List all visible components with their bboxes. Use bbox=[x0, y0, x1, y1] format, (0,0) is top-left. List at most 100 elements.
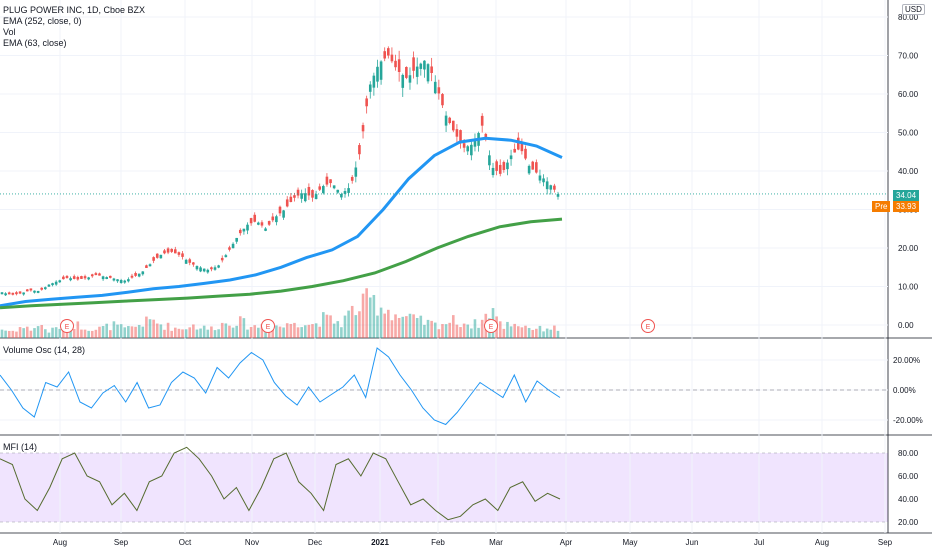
candle-body bbox=[40, 287, 44, 290]
volume-bar bbox=[480, 319, 484, 338]
candle-body bbox=[210, 267, 213, 270]
volume-bar bbox=[181, 329, 184, 338]
volume-bar bbox=[542, 331, 545, 338]
candle-body bbox=[159, 254, 163, 259]
candle-body bbox=[141, 271, 145, 275]
volume-bar bbox=[72, 329, 76, 338]
volume-bar bbox=[347, 310, 350, 338]
time-tick-label: Feb bbox=[431, 538, 445, 547]
volume-bar bbox=[455, 324, 459, 338]
candle-body bbox=[340, 194, 343, 198]
candle-body bbox=[293, 195, 296, 198]
volume-bar bbox=[253, 325, 257, 338]
candle-body bbox=[303, 193, 307, 202]
volume-bar bbox=[127, 326, 130, 338]
volume-bar bbox=[119, 324, 123, 338]
axis-layer: 80.0070.0060.0050.0040.0030.0020.0010.00… bbox=[53, 13, 923, 547]
candle-body bbox=[98, 273, 101, 276]
volume-bar bbox=[242, 318, 246, 338]
candle-body bbox=[347, 188, 350, 193]
volume-osc-label[interactable]: Volume Osc (14, 28) bbox=[3, 345, 86, 355]
candle-body bbox=[473, 140, 477, 147]
volume-bar bbox=[325, 314, 329, 338]
candle-body bbox=[553, 185, 556, 190]
currency-label[interactable]: USD bbox=[902, 4, 925, 15]
volume-bar bbox=[112, 321, 116, 338]
volume-bar bbox=[90, 330, 94, 338]
candle-body bbox=[448, 117, 451, 123]
volume-bar bbox=[192, 324, 195, 338]
volume-bar bbox=[412, 314, 415, 338]
candle-body bbox=[307, 186, 311, 196]
candle-body bbox=[109, 275, 112, 278]
candle-body bbox=[119, 280, 123, 283]
candle-body bbox=[466, 146, 470, 152]
candle-body bbox=[231, 243, 235, 249]
time-tick-label: Sep bbox=[114, 538, 129, 547]
mfi-tick-label: 60.00 bbox=[898, 472, 919, 481]
candle-body bbox=[394, 60, 397, 68]
volume-bar bbox=[18, 327, 22, 338]
candle-body bbox=[163, 250, 166, 254]
volume-bar bbox=[426, 319, 430, 338]
candle-body bbox=[415, 66, 419, 77]
volume-bar bbox=[80, 329, 83, 338]
pre-market-price-badge: 33.93 bbox=[893, 201, 920, 212]
volume-bar bbox=[311, 324, 314, 338]
volume-bar bbox=[210, 326, 213, 338]
volume-bar bbox=[466, 324, 470, 338]
candle-body bbox=[264, 228, 267, 231]
candle-body bbox=[184, 259, 188, 264]
mfi-tick-label: 80.00 bbox=[898, 449, 919, 458]
volume-bar bbox=[0, 329, 4, 338]
volume-bar bbox=[329, 315, 332, 338]
candle-body bbox=[535, 162, 538, 173]
candle-body bbox=[177, 252, 181, 255]
volume-bar bbox=[235, 325, 238, 338]
volume-bar bbox=[322, 312, 325, 338]
candle-body bbox=[336, 189, 340, 193]
volume-bar bbox=[94, 329, 98, 338]
candle-body bbox=[11, 292, 15, 295]
candle-body bbox=[513, 148, 516, 153]
candle-body bbox=[18, 291, 22, 294]
osc-tick-label: -20.00% bbox=[893, 416, 923, 425]
volume-bar bbox=[433, 322, 437, 338]
volume-bar bbox=[556, 330, 560, 338]
candle-body bbox=[15, 292, 18, 295]
time-tick-label: Mar bbox=[489, 538, 503, 547]
earnings-marker: E bbox=[641, 319, 655, 333]
candle-body bbox=[195, 266, 199, 270]
legend-volume[interactable]: Vol bbox=[3, 27, 16, 37]
volume-bar bbox=[134, 326, 137, 338]
price-tick-label: 80.00 bbox=[898, 13, 919, 22]
candle-body bbox=[246, 224, 249, 231]
candle-body bbox=[397, 59, 401, 72]
volume-bar bbox=[372, 294, 376, 338]
volume-bar bbox=[383, 313, 387, 338]
volume-bar bbox=[387, 309, 390, 338]
legend-ema-252[interactable]: EMA (252, close, 0) bbox=[3, 16, 82, 26]
candle-body bbox=[549, 185, 553, 190]
candle-body bbox=[166, 248, 170, 253]
candle-body bbox=[148, 264, 152, 267]
volume-bar bbox=[87, 330, 90, 338]
osc-tick-label: 0.00% bbox=[893, 386, 916, 395]
candle-body bbox=[278, 206, 282, 214]
candle-body bbox=[358, 145, 361, 155]
volume-bar bbox=[545, 328, 549, 338]
volume-bar bbox=[303, 325, 307, 338]
legend-ema-63[interactable]: EMA (63, close) bbox=[3, 38, 67, 48]
volume-bar bbox=[415, 318, 419, 338]
volume-bar bbox=[289, 323, 293, 338]
volume-bar bbox=[285, 323, 289, 338]
earnings-marker: E bbox=[60, 319, 74, 333]
earnings-marker: E bbox=[261, 319, 275, 333]
candle-body bbox=[343, 191, 347, 194]
candle-body bbox=[58, 280, 62, 283]
mfi-label[interactable]: MFI (14) bbox=[3, 442, 38, 452]
volume-bar bbox=[123, 327, 127, 338]
volume-bar bbox=[141, 326, 145, 338]
